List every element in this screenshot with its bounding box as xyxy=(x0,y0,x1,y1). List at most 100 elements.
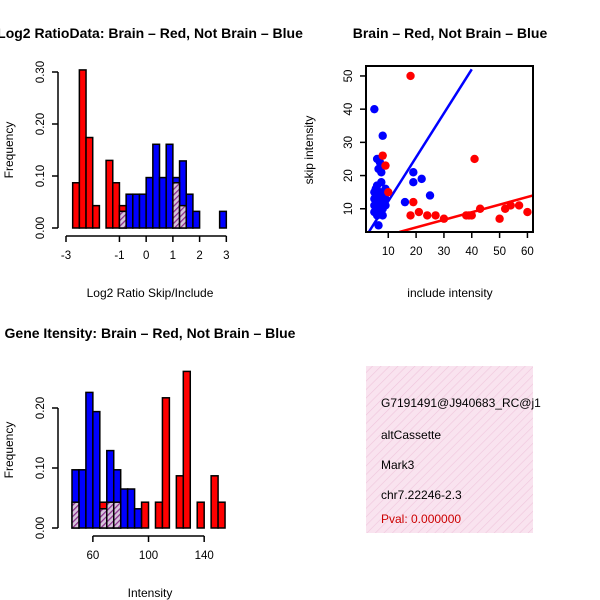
scatter-point-brain xyxy=(506,201,515,210)
scatter-point-brain xyxy=(467,211,476,220)
scatter-point-not-brain xyxy=(400,197,410,207)
ratio-bar-brain xyxy=(71,182,81,229)
ratio-bar-not-brain xyxy=(158,176,167,229)
intensity-bar-overlap xyxy=(71,501,80,529)
intensity-x-tick-label: 100 xyxy=(139,550,158,562)
pval-text: Pval: 0.000000 xyxy=(381,512,461,526)
scatter-point-brain xyxy=(414,207,424,217)
ratio-x-tick-label: 2 xyxy=(196,250,202,262)
ratio-histogram-xlabel: Log2 Ratio Skip/Include xyxy=(87,286,214,300)
intensity-histogram-title: Gene Itensity: Brain – Red, Not Brain – … xyxy=(5,325,296,341)
scatter-point-not-brain xyxy=(425,191,435,200)
intensity-bar-brain xyxy=(99,501,108,510)
scatter-point-brain xyxy=(495,214,504,223)
ratio-bar-not-brain xyxy=(218,210,228,229)
intensity-bar-brain xyxy=(140,501,150,529)
scatter-point-brain xyxy=(475,204,485,213)
ratio-x-tick-label: -1 xyxy=(114,250,124,262)
intensity-scatter-chart: Brain – Red, Not Brain – Blue 10 20 30 40 50… xyxy=(302,25,547,300)
scatter-point-brain xyxy=(523,207,532,217)
ratio-bar-overlap xyxy=(178,204,187,229)
ratio-bar-not-brain xyxy=(132,193,141,229)
intensity-bar-brain xyxy=(161,397,171,529)
ratio-histogram-ylabel: Frequency xyxy=(2,122,16,179)
event-info-panel: G7191491@J940683_RC@j1 altCassette Mark3… xyxy=(366,366,541,533)
ratio-bar-overlap xyxy=(118,210,127,229)
intensity-bar-brain xyxy=(175,475,185,529)
ratio-bar-not-brain xyxy=(185,193,194,229)
scatter-title: Brain – Red, Not Brain – Blue xyxy=(353,25,548,41)
intensity-bar-not-brain xyxy=(119,488,129,529)
ratio-x-tick-label: 0 xyxy=(143,250,149,262)
ratio-y-tick-label: 0.30 xyxy=(35,61,47,83)
event-id-text: G7191491@J940683_RC@j1 xyxy=(381,396,541,410)
ratio-x-tick-label: -3 xyxy=(61,250,71,262)
intensity-y-tick-label: 0.20 xyxy=(35,397,47,419)
scatter-point-brain xyxy=(431,211,440,220)
intensity-y-tick-label: 0.00 xyxy=(35,517,47,539)
event-type-text: altCassette xyxy=(381,428,441,442)
ratio-bar-not-brain xyxy=(138,193,147,229)
intensity-histogram-ylabel: Frequency xyxy=(2,422,16,479)
intensity-x-tick-label: 60 xyxy=(86,550,99,562)
scatter-point-not-brain xyxy=(370,104,379,114)
scatter-point-brain xyxy=(378,151,387,160)
scatter-x-tick-label: 20 xyxy=(410,246,423,258)
intensity-histogram-xlabel: Intensity xyxy=(128,586,173,600)
ratio-y-tick-label: 0.10 xyxy=(35,165,47,187)
ratio-bar-not-brain xyxy=(192,210,201,229)
intensity-bar-brain xyxy=(154,501,164,529)
ratio-bar-not-brain xyxy=(165,143,174,229)
scatter-x-tick-label: 30 xyxy=(438,246,451,258)
intensity-histogram-bars xyxy=(71,370,226,529)
ratio-histogram-axes: -3 -1 0 1 2 3 0.00 0.10 0.20 0.30 xyxy=(35,61,230,262)
scatter-y-tick-label: 30 xyxy=(343,136,355,149)
ratio-bar-brain xyxy=(112,182,121,229)
scatter-point-not-brain xyxy=(409,178,418,187)
scatter-y-tick-label: 40 xyxy=(343,103,355,116)
scatter-point-brain xyxy=(384,187,393,197)
ratio-bar-brain xyxy=(91,204,101,229)
intensity-histogram-axes: 60 100 140 0.00 0.10 0.20 xyxy=(35,397,214,562)
scatter-points xyxy=(370,71,532,230)
scatter-point-brain xyxy=(406,71,415,81)
intensity-bar-overlap xyxy=(99,508,108,529)
scatter-x-tick-label: 10 xyxy=(382,246,395,258)
ratio-bar-not-brain xyxy=(145,176,154,229)
ratio-bar-not-brain xyxy=(125,193,134,229)
ratio-histogram-title: Log2 RatioData: Brain – Red, Not Brain –… xyxy=(0,25,303,41)
intensity-bar-brain xyxy=(210,475,219,529)
ratio-bar-brain xyxy=(118,204,127,213)
scatter-point-not-brain xyxy=(378,211,387,220)
ratio-bar-not-brain xyxy=(152,143,161,229)
scatter-y-tick-label: 50 xyxy=(343,70,355,83)
scatter-point-not-brain xyxy=(374,221,383,230)
scatter-point-brain xyxy=(406,211,415,220)
intensity-bar-overlap xyxy=(112,501,122,529)
intensity-histogram-chart: Gene Itensity: Brain – Red, Not Brain – … xyxy=(2,325,296,600)
scatter-point-brain xyxy=(514,201,524,210)
scatter-point-not-brain xyxy=(409,168,418,177)
mark-text: Mark3 xyxy=(381,458,415,472)
ratio-x-tick-label: 1 xyxy=(170,250,176,262)
intensity-bar-brain xyxy=(182,370,192,529)
scatter-point-brain xyxy=(409,197,418,207)
info-panel-background xyxy=(366,366,533,533)
scatter-point-brain xyxy=(470,154,479,164)
scatter-point-brain xyxy=(381,161,390,170)
intensity-bar-not-brain xyxy=(92,410,101,529)
ratio-bar-brain xyxy=(85,136,94,229)
scatter-xlabel: include intensity xyxy=(407,286,492,300)
scatter-point-brain xyxy=(423,211,432,220)
ratio-y-tick-label: 0.20 xyxy=(35,113,47,135)
scatter-point-not-brain xyxy=(378,131,387,140)
ratio-x-tick-label: 3 xyxy=(223,250,229,262)
ratio-bar-overlap xyxy=(172,182,181,229)
scatter-x-tick-label: 60 xyxy=(521,246,534,258)
intensity-x-tick-label: 140 xyxy=(195,550,214,562)
intensity-bar-not-brain xyxy=(85,391,94,529)
intensity-bar-not-brain xyxy=(126,488,136,529)
ratio-bar-brain xyxy=(105,159,114,229)
scatter-point-not-brain xyxy=(377,178,386,187)
